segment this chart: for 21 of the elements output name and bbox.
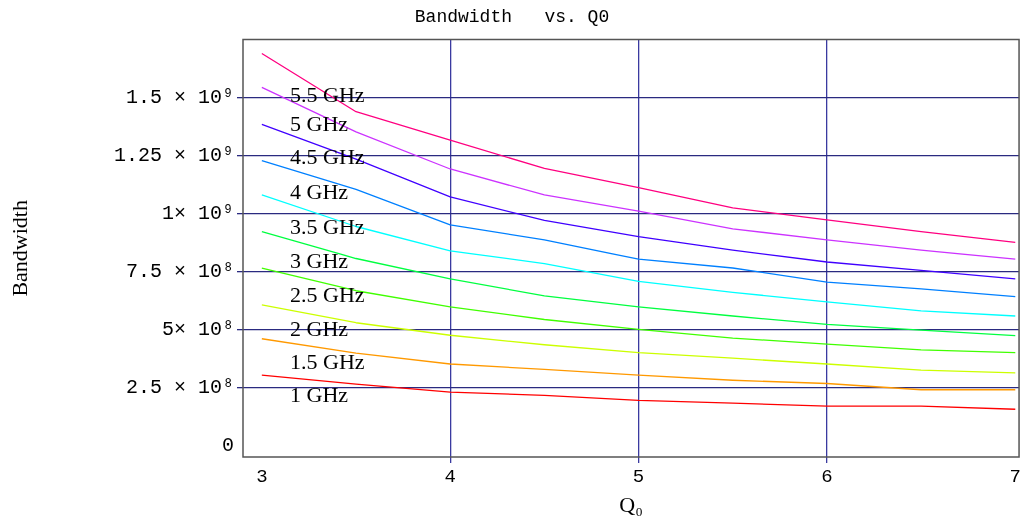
chart-title: Bandwidth vs. Q0 — [414, 6, 610, 27]
y-tick-label: 1.25 × 10⁹ — [113, 143, 234, 167]
x-tick-label: 5 — [632, 466, 645, 489]
series-label: 1.5 GHz — [290, 348, 365, 374]
x-axis-title: Q₀ — [619, 491, 643, 517]
x-tick-label: 3 — [256, 466, 268, 489]
series-label: 5 GHz — [290, 111, 349, 137]
y-tick-label: 7.5 × 10⁸ — [125, 259, 234, 283]
y-axis-title: Bandwidth — [6, 200, 32, 297]
series-label: 3 GHz — [290, 247, 349, 273]
x-tick-label: 4 — [444, 466, 456, 489]
series-label: 4 GHz — [290, 178, 349, 204]
series-label: 1 GHz — [290, 382, 349, 408]
y-tick-label: 1.5 × 10⁹ — [125, 85, 234, 109]
y-tick-label: 5× 10⁸ — [161, 317, 234, 341]
x-tick-label: 6 — [821, 466, 833, 489]
series-label: 2.5 GHz — [290, 282, 365, 308]
y-tick-label: 1× 10⁹ — [161, 201, 234, 225]
y-tick-label: 2.5 × 10⁸ — [125, 375, 234, 399]
y-tick-label: 0 — [221, 433, 234, 457]
x-tick-label: 7 — [1009, 466, 1021, 489]
